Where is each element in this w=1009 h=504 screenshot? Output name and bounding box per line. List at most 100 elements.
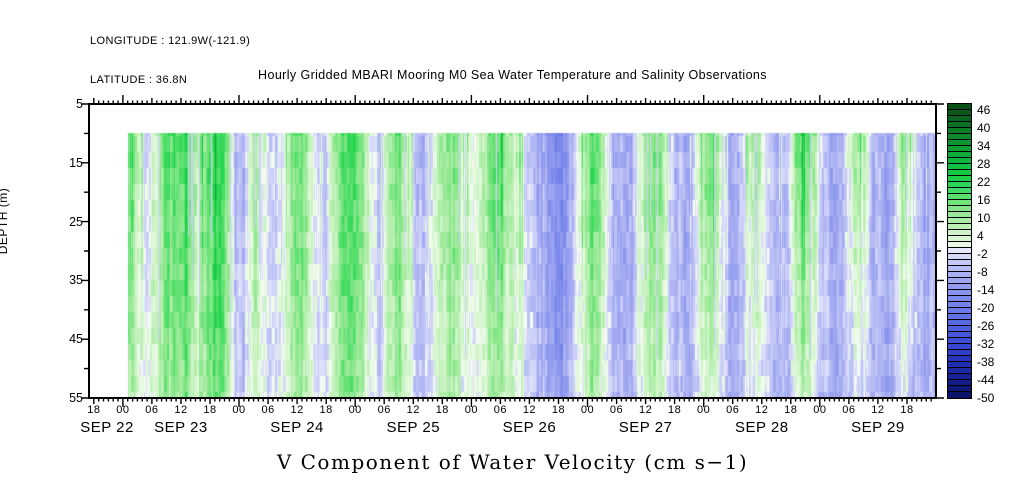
colorbar-cell [948, 332, 971, 338]
x-hour-label: 12 [522, 404, 537, 416]
colorbar-cell [948, 314, 971, 320]
y-depth-label: 25 [69, 214, 83, 229]
longitude-label: LONGITUDE : 121.9W(-121.9) [90, 35, 251, 47]
colorbar-tick-label: 34 [977, 139, 991, 153]
colorbar-tick-label: -44 [977, 373, 995, 387]
colorbar-tick-label: -32 [977, 337, 995, 351]
x-date-label: SEP 26 [502, 419, 557, 436]
colorbar-cell [948, 260, 971, 266]
x-axis-caption: V Component of Water Velocity (cm s−1) [276, 450, 749, 474]
colorbar-cell [948, 206, 971, 212]
x-hour-label: 12 [871, 404, 885, 416]
colorbar-cell [948, 338, 971, 344]
x-hour-label: 00 [348, 404, 362, 416]
colorbar-cell [948, 356, 971, 362]
colorbar-cell [948, 266, 971, 272]
colorbar-cell [948, 290, 971, 296]
x-hour-label: 06 [493, 404, 508, 416]
x-hour-label: 06 [726, 404, 740, 416]
colorbar-tick-label: 28 [977, 157, 991, 171]
colorbar-tick-label: -26 [977, 319, 995, 333]
colorbar-cell [948, 284, 971, 290]
colorbar-cell [948, 194, 971, 200]
x-hour-label: 00 [464, 404, 478, 416]
colorbar-cell [948, 218, 971, 224]
colorbar-cell [948, 308, 971, 314]
colorbar-cell [948, 344, 971, 350]
x-hour-label: 18 [435, 404, 449, 416]
x-hour-label: 12 [755, 404, 769, 416]
x-hour-label: 00 [580, 404, 595, 416]
colorbar-cell [948, 230, 971, 236]
heatmap-plot [89, 104, 936, 398]
x-hour-label: 00 [232, 404, 246, 416]
colorbar-cell [948, 176, 971, 182]
x-hour-label: 00 [697, 404, 711, 416]
x-date-label: SEP 22 [80, 419, 134, 436]
x-date-label: SEP 23 [154, 419, 208, 436]
colorbar-cell [948, 320, 971, 326]
colorbar-cell [948, 350, 971, 356]
colorbar-cell [948, 146, 971, 152]
colorbar-tick-label: 4 [977, 229, 984, 243]
colorbar-cell [948, 104, 971, 110]
x-date-label: SEP 25 [386, 419, 441, 436]
colorbar-cell [948, 158, 971, 164]
x-hour-label: 18 [87, 404, 101, 416]
chart-title: Hourly Gridded MBARI Mooring M0 Sea Wate… [258, 68, 767, 82]
latitude-label: LATITUDE : 36.8N [90, 74, 188, 86]
colorbar-cell [948, 140, 971, 146]
x-hour-label: 06 [842, 404, 856, 416]
x-date-label: SEP 24 [270, 419, 324, 436]
colorbar-cell [948, 116, 971, 122]
colorbar-cell [948, 296, 971, 302]
x-hour-label: 00 [813, 404, 827, 416]
x-hour-label: 18 [203, 404, 217, 416]
x-hour-label: 12 [638, 404, 653, 416]
x-hour-label: 18 [784, 404, 798, 416]
colorbar-tick-label: -20 [977, 301, 995, 315]
colorbar-cell [948, 272, 971, 278]
colorbar-cell [948, 254, 971, 260]
colorbar-cell [948, 224, 971, 230]
colorbar-cell [948, 182, 971, 188]
colorbar-tick-label: 40 [977, 121, 991, 135]
colorbar-tick-label: 16 [977, 193, 991, 207]
colorbar-cell [948, 242, 971, 248]
y-depth-label: 55 [69, 391, 83, 405]
colorbar-tick-label: 22 [977, 175, 991, 189]
colorbar-cell [948, 380, 971, 386]
colorbar-cell [948, 110, 971, 116]
x-hour-label: 12 [174, 404, 188, 416]
colorbar-tick-label: -8 [977, 265, 988, 279]
colorbar-cell [948, 362, 971, 368]
colorbar-cell [948, 368, 971, 374]
colorbar-cell [948, 170, 971, 176]
colorbar-cell [948, 128, 971, 134]
x-hour-label: 18 [900, 404, 914, 416]
colorbar-tick-label: -38 [977, 355, 995, 369]
colorbar-cell [948, 374, 971, 380]
y-depth-label: 5 [76, 97, 83, 111]
x-hour-label: 06 [377, 404, 391, 416]
colorbar-cell [948, 278, 971, 284]
x-hour-label: 00 [116, 404, 130, 416]
colorbar-tick-label: -2 [977, 247, 988, 261]
colorbar-cell [948, 386, 971, 392]
colorbar-cell [948, 134, 971, 140]
x-hour-label: 06 [145, 404, 159, 416]
colorbar-cell [948, 392, 971, 398]
x-hour-label: 06 [261, 404, 275, 416]
x-hour-label: 12 [406, 404, 420, 416]
colorbar-tick-label: 10 [977, 211, 991, 225]
colorbar-tick-label: -14 [977, 283, 995, 297]
colorbar-cell [948, 212, 971, 218]
y-depth-label: 35 [69, 273, 83, 288]
colorbar-cell [948, 326, 971, 332]
colorbar-cell [948, 248, 971, 254]
colorbar-cell [948, 152, 971, 158]
x-hour-label: 12 [290, 404, 304, 416]
x-date-label: SEP 27 [618, 419, 673, 436]
